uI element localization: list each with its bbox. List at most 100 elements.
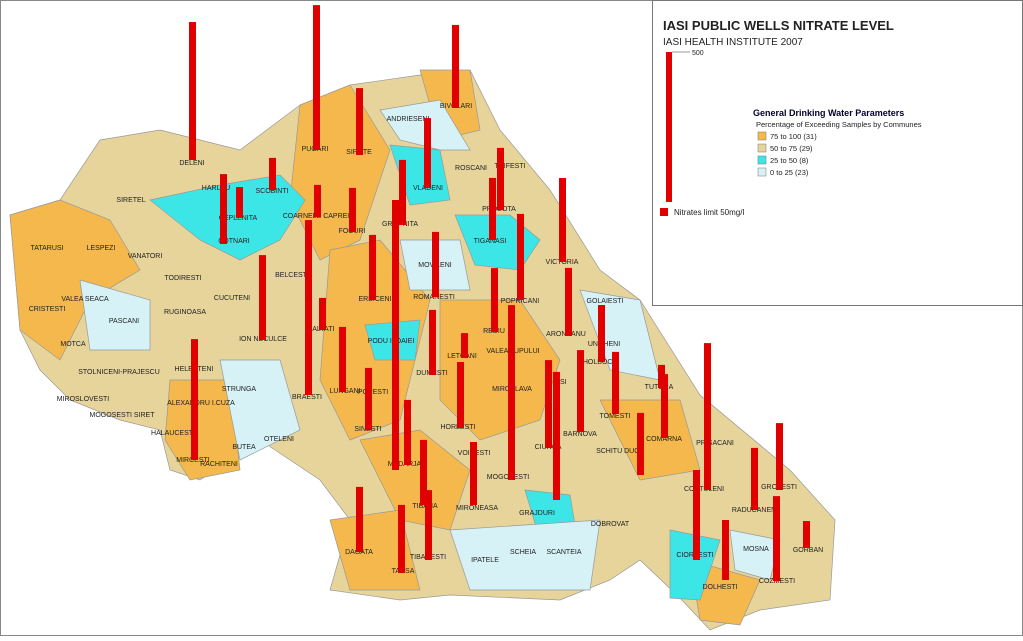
commune-label: OTELENI xyxy=(264,436,294,443)
well-bar xyxy=(577,350,584,432)
commune-label: IASI xyxy=(553,379,566,386)
well-bar xyxy=(751,447,758,510)
scale-label: 500 xyxy=(692,50,704,57)
well-bar xyxy=(365,367,372,430)
commune-label: TATARUSI xyxy=(30,245,63,252)
legend-swatch xyxy=(757,143,767,153)
commune-label: BUTEA xyxy=(232,444,256,451)
commune-label: COZMESTI xyxy=(759,578,795,585)
region xyxy=(729,529,781,581)
well-bar xyxy=(497,147,504,210)
commune-label: PRISACANI xyxy=(696,440,734,447)
well-bar xyxy=(425,490,432,560)
region xyxy=(9,199,141,361)
commune-label: LESPEZI xyxy=(87,245,116,252)
well-bar xyxy=(349,187,356,232)
region xyxy=(79,279,151,351)
commune-label: COMARNA xyxy=(646,436,682,443)
region xyxy=(149,174,306,261)
well-bar xyxy=(704,445,711,490)
legend-label: 50 to 75 (29) xyxy=(770,144,813,153)
commune-label: CEPLENITA xyxy=(219,215,258,222)
well-bar xyxy=(517,213,524,300)
well-bar xyxy=(191,339,198,460)
commune-label: BRAESTI xyxy=(292,394,322,401)
commune-label: MIRCESTI xyxy=(176,457,210,464)
legend: 500 75 to 100 (31) 50 to 75 (29) 25 to 50 (… xyxy=(660,50,817,217)
commune-label: POPESTI xyxy=(358,389,388,396)
commune-label: STOLNICENI-PRAJESCU xyxy=(78,369,160,376)
legend-box xyxy=(652,0,1023,306)
commune-label: TODIRESTI xyxy=(164,275,201,282)
commune-label: MIRONEASA xyxy=(456,505,498,512)
legend-swatch xyxy=(660,208,668,216)
commune-label: SCHEIA xyxy=(510,549,536,556)
legend-label: Nitrates limit 50mg/l xyxy=(674,208,744,217)
commune-label: VLADENI xyxy=(413,185,443,192)
well-bar xyxy=(339,326,346,392)
commune-label: ROSCANI xyxy=(455,165,487,172)
well-bar xyxy=(559,178,566,262)
commune-label: PASCANI xyxy=(109,318,139,325)
well-bar xyxy=(432,231,439,297)
commune-label: GOLAIESTI xyxy=(587,298,624,305)
commune-label: TOMESTI xyxy=(600,413,631,420)
commune-label: MIROSLOVESTI xyxy=(57,396,110,403)
well-bar xyxy=(637,412,644,475)
region xyxy=(449,519,601,591)
legend-title: General Drinking Water Parameters xyxy=(753,108,904,118)
legend-label: 0 to 25 (23) xyxy=(770,168,809,177)
region xyxy=(219,359,301,461)
well-bar xyxy=(392,200,399,470)
commune-label: ROMANESTI xyxy=(413,294,455,301)
scale-bar xyxy=(666,52,672,202)
map-title: IASI PUBLIC WELLS NITRATE LEVEL xyxy=(663,18,894,33)
legend-label: 75 to 100 (31) xyxy=(770,132,817,141)
commune-label: ANDRIESENI xyxy=(387,116,430,123)
well-bar xyxy=(356,486,363,552)
commune-label: RUGINOASA xyxy=(164,309,206,316)
commune-label: HOLBOCA xyxy=(583,359,618,366)
commune-label: DELENI xyxy=(179,160,204,167)
commune-label: MOTCA xyxy=(60,341,86,348)
well-bar xyxy=(470,442,477,505)
commune-label: STRUNGA xyxy=(222,386,257,393)
commune-label: IPATELE xyxy=(471,557,499,564)
well-bar xyxy=(404,399,411,465)
commune-label: VANATORI xyxy=(128,253,163,260)
legend-swatch xyxy=(757,155,767,165)
well-bar xyxy=(189,22,196,160)
well-bar xyxy=(661,374,668,438)
well-bar xyxy=(598,305,605,362)
commune-label: COTNARI xyxy=(218,238,250,245)
commune-label: BARNOVA xyxy=(563,431,597,438)
well-bar xyxy=(704,343,711,446)
commune-label: SCOBINTI xyxy=(255,188,288,195)
well-bar xyxy=(693,470,700,560)
well-bar xyxy=(236,187,243,218)
region xyxy=(329,509,421,591)
well-bar xyxy=(424,118,431,188)
commune-label: TRIFESTI xyxy=(494,163,525,170)
well-bar xyxy=(319,297,326,330)
commune-label: DAGATA xyxy=(345,549,373,556)
well-bar xyxy=(776,423,783,490)
commune-label: PODU ILOAIEI xyxy=(368,338,415,345)
commune-label: VICTORIA xyxy=(546,259,579,266)
well-bar xyxy=(565,267,572,336)
commune-label: MOSNA xyxy=(743,546,769,553)
legend-swatch xyxy=(757,131,767,141)
well-bar xyxy=(452,24,459,108)
well-bar xyxy=(399,159,406,225)
map-subtitle: IASI HEALTH INSTITUTE 2007 xyxy=(663,37,803,48)
commune-label: HARLAU xyxy=(202,185,230,192)
well-bar xyxy=(461,333,468,358)
commune-label: TIGANASI xyxy=(474,238,507,245)
well-bar xyxy=(429,309,436,375)
well-bar xyxy=(314,184,321,217)
commune-label: SIRETEL xyxy=(116,197,145,204)
commune-label: BELCESTI xyxy=(275,272,309,279)
commune-label: SCANTEIA xyxy=(546,549,581,556)
well-bar xyxy=(420,439,427,505)
commune-label: RACHITENI xyxy=(200,461,238,468)
